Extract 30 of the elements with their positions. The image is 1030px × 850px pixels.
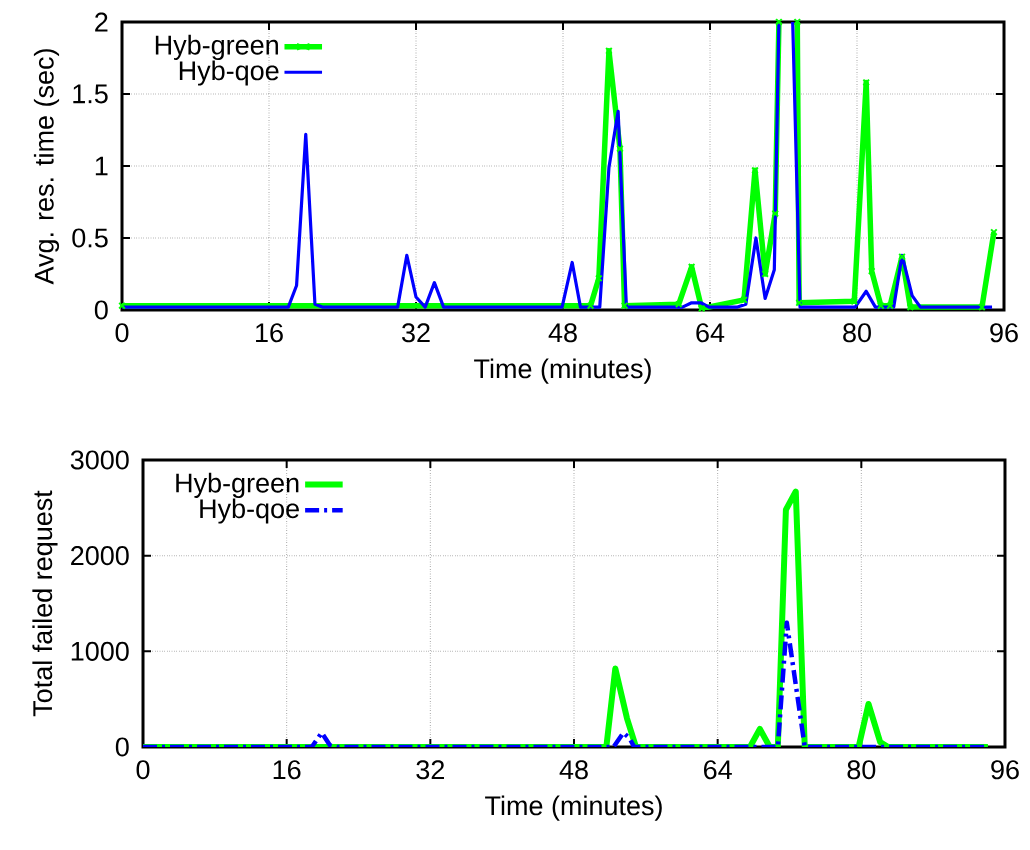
y-tick-label: 3000 <box>70 450 129 470</box>
x-tick-label: 96 <box>991 760 1019 780</box>
y-tick-label: 0.5 <box>72 228 108 248</box>
x-tick-label: 32 <box>416 760 444 780</box>
legend-label: Hyb-qoe <box>179 60 279 86</box>
y-tick-label: 1 <box>95 156 108 176</box>
legend-label: Hyb-green <box>176 472 299 498</box>
x-tick-label: 48 <box>548 323 577 343</box>
y-axis-title: Total failed request <box>32 490 58 717</box>
x-axis-title: Time (minutes) <box>485 795 662 821</box>
y-tick-label: 1.5 <box>73 84 108 104</box>
y-tick-label: 2000 <box>71 546 129 566</box>
x-tick-label: 32 <box>402 323 430 343</box>
y-axis-title: Avg. res. time (sec) <box>33 49 60 285</box>
y-tick-label: 0 <box>115 737 129 757</box>
y-tick-label: 1000 <box>71 641 129 661</box>
x-tick-label: 80 <box>847 760 876 780</box>
x-tick-label: 48 <box>559 760 588 780</box>
y-tick-label: 2 <box>95 12 108 32</box>
x-tick-label: 16 <box>273 760 301 780</box>
y-tick-label: 0 <box>94 300 108 320</box>
x-tick-label: 96 <box>990 323 1018 343</box>
x-tick-label: 64 <box>704 760 732 780</box>
legend-label: Hyb-qoe <box>200 498 299 524</box>
x-axis-title: Time (minutes) <box>474 358 651 384</box>
x-tick-label: 80 <box>843 323 871 343</box>
x-tick-label: 64 <box>696 323 725 343</box>
x-tick-label: 0 <box>136 760 150 780</box>
x-tick-label: 16 <box>256 323 283 343</box>
legend-label: Hyb-green <box>155 34 278 60</box>
